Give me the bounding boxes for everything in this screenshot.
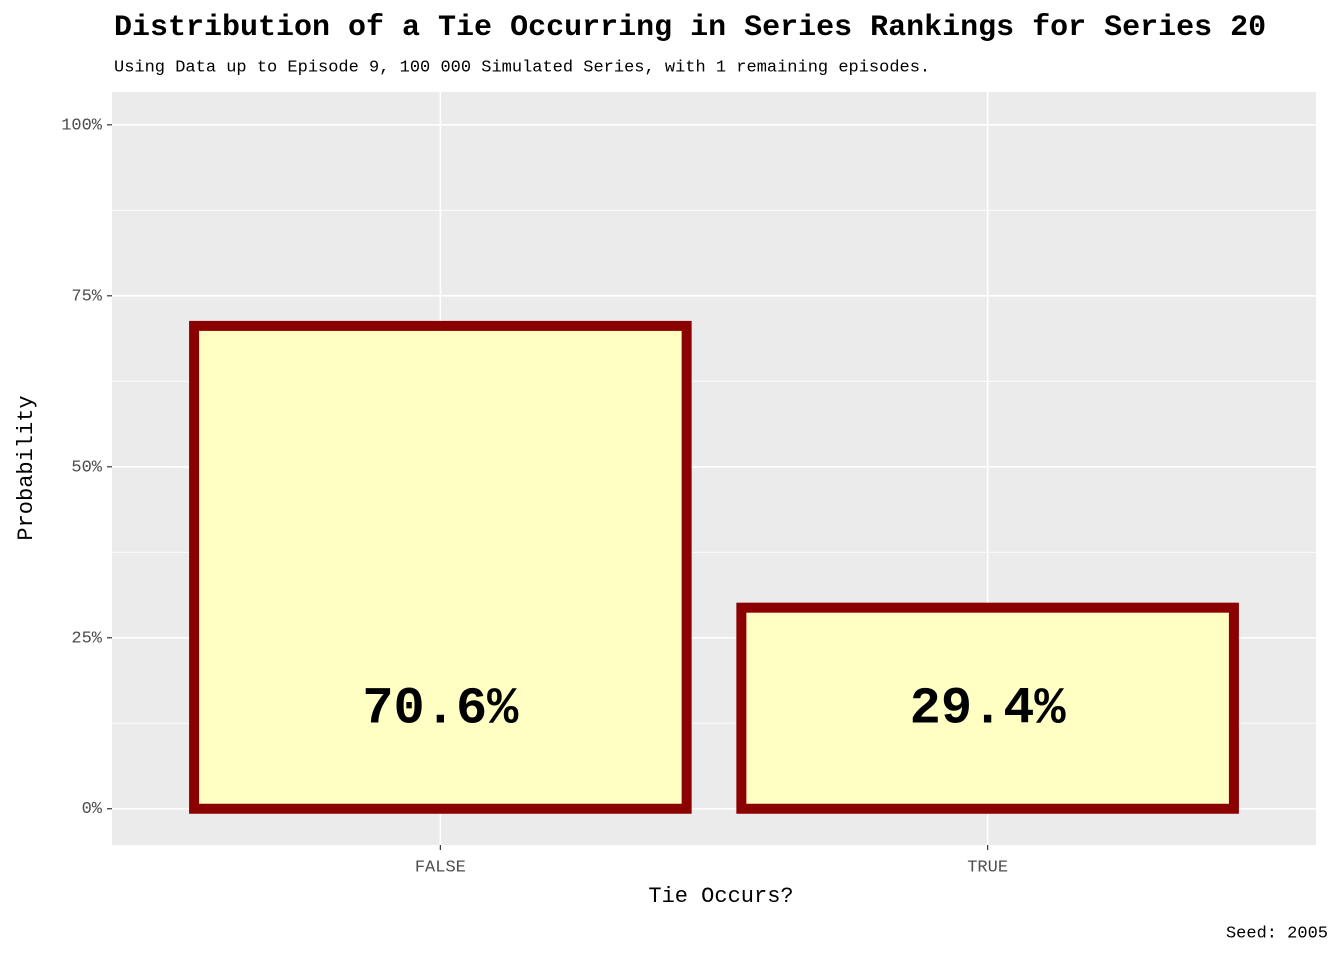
y-axis-label: Probability — [14, 395, 39, 540]
x-tick-label: FALSE — [415, 858, 466, 877]
value-label: 70.6% — [362, 679, 519, 738]
caption: Seed: 2005 — [1226, 924, 1328, 943]
y-tick-label: 25% — [71, 629, 102, 648]
y-tick-label: 75% — [71, 287, 102, 306]
bar — [736, 602, 1239, 814]
y-tick-label: 100% — [61, 116, 103, 135]
bar — [189, 320, 692, 814]
y-tick-label: 50% — [71, 458, 102, 477]
value-label: 29.4% — [910, 679, 1067, 738]
x-axis-label: Tie Occurs? — [648, 884, 793, 909]
chart-subtitle: Using Data up to Episode 9, 100 000 Simu… — [114, 58, 930, 77]
x-tick-label: TRUE — [967, 858, 1008, 877]
chart-title: Distribution of a Tie Occurring in Serie… — [114, 11, 1266, 45]
y-tick-label: 0% — [82, 800, 103, 819]
